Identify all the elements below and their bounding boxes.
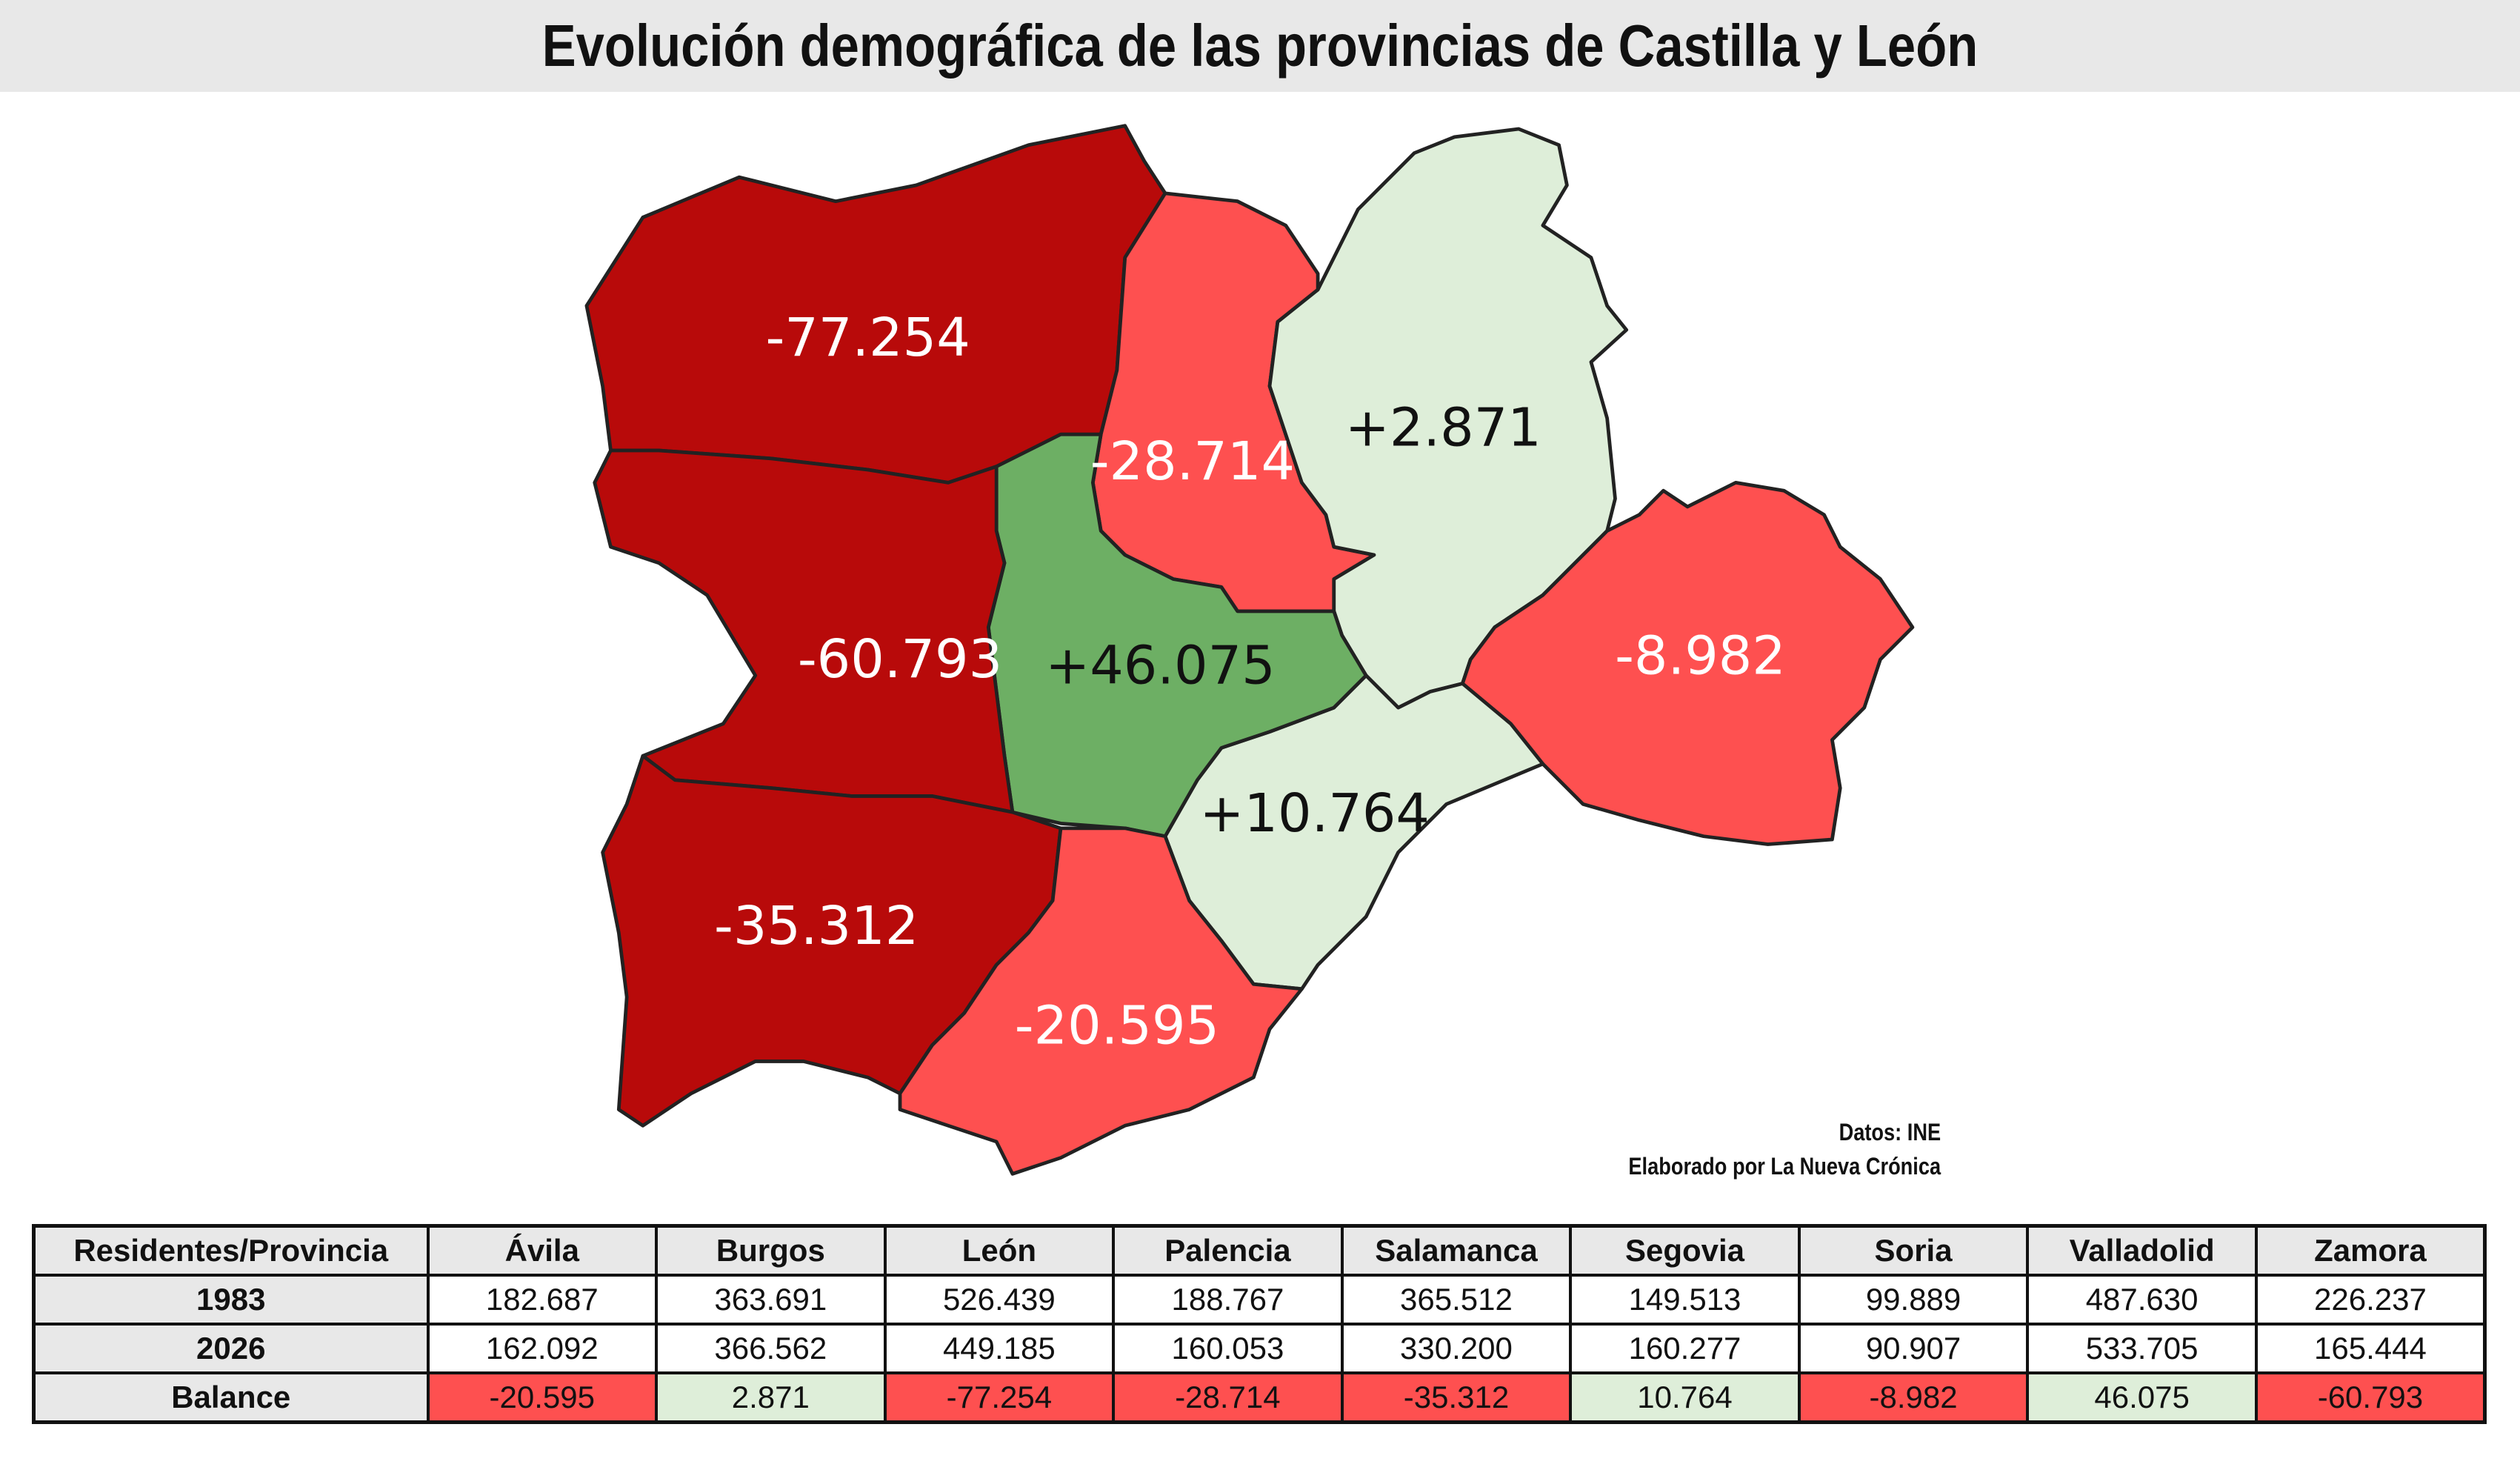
label-avila: -20.595 xyxy=(1015,995,1219,1057)
table-cell: 365.512 xyxy=(1340,1274,1573,1326)
table-cell: -28.714 xyxy=(1112,1371,1344,1424)
source-credit: Datos: INE xyxy=(1839,1119,1941,1145)
title-band: Evolución demográfica de las provincias … xyxy=(0,0,2520,92)
label-burgos: +2.871 xyxy=(1345,396,1541,458)
table-cell: -60.793 xyxy=(2254,1371,2487,1424)
label-salamanca: -35.312 xyxy=(714,895,919,957)
table-cell: 165.444 xyxy=(2254,1323,2487,1374)
label-valladolid: +46.075 xyxy=(1045,635,1275,696)
label-leon: -77.254 xyxy=(765,307,970,368)
row-header: 2026 xyxy=(32,1323,430,1374)
table-cell: 182.687 xyxy=(426,1274,659,1326)
column-header: Zamora xyxy=(2254,1224,2487,1277)
population-table: Residentes/Provincia Ávila Burgos León Palen… xyxy=(32,1224,2487,1424)
table-cell: 526.439 xyxy=(883,1274,1116,1326)
table-header-row: Residentes/Provincia Ávila Burgos León Palen… xyxy=(32,1224,2487,1277)
table-cell: -20.595 xyxy=(426,1371,659,1424)
label-soria: -8.982 xyxy=(1615,625,1786,687)
label-palencia: -28.714 xyxy=(1090,430,1295,492)
table-cell: 10.764 xyxy=(1569,1371,1801,1424)
table-cell: 99.889 xyxy=(1797,1274,2030,1326)
table-cell: 226.237 xyxy=(2254,1274,2487,1326)
table-row: Balance -20.595 2.871 -77.254 -28.714 -35.312… xyxy=(32,1371,2487,1424)
table-cell: 449.185 xyxy=(883,1323,1116,1374)
table-cell: 149.513 xyxy=(1569,1274,1801,1326)
label-segovia: +10.764 xyxy=(1200,782,1430,844)
table-cell: -8.982 xyxy=(1797,1371,2030,1424)
table-cell: 160.053 xyxy=(1112,1323,1344,1374)
table-cell: 487.630 xyxy=(2026,1274,2258,1326)
column-header: Burgos xyxy=(655,1224,887,1277)
author-credit: Elaborado por La Nueva Crónica xyxy=(1628,1153,1941,1180)
page-title: Evolución demográfica de las provincias … xyxy=(541,13,1979,79)
row-header: Balance xyxy=(32,1371,430,1424)
column-header: Valladolid xyxy=(2026,1224,2258,1277)
table-cell: 363.691 xyxy=(655,1274,887,1326)
table-cell: 90.907 xyxy=(1797,1323,2030,1374)
column-header: Soria xyxy=(1797,1224,2030,1277)
column-header: Palencia xyxy=(1112,1224,1344,1277)
label-zamora: -60.793 xyxy=(798,628,1002,690)
table-row: 1983 182.687 363.691 526.439 188.767 365.512 1… xyxy=(32,1274,2487,1326)
table-cell: 162.092 xyxy=(426,1323,659,1374)
row-header: 1983 xyxy=(32,1274,430,1326)
table-cell: 366.562 xyxy=(655,1323,887,1374)
table-cell: 160.277 xyxy=(1569,1323,1801,1374)
province-avila xyxy=(898,826,1304,1176)
province-leon xyxy=(584,124,1167,485)
column-header: León xyxy=(883,1224,1116,1277)
table-cell: 533.705 xyxy=(2026,1323,2258,1374)
table-cell: -77.254 xyxy=(883,1371,1116,1424)
table-cell: -35.312 xyxy=(1340,1371,1573,1424)
table-cell: 46.075 xyxy=(2026,1371,2258,1424)
credits: Datos: INE Elaborado por La Nueva Crónic… xyxy=(1573,1115,1941,1183)
column-header: Salamanca xyxy=(1340,1224,1573,1277)
table-row: 2026 162.092 366.562 449.185 160.053 330.200 1… xyxy=(32,1323,2487,1374)
column-header: Segovia xyxy=(1569,1224,1801,1277)
table-corner-header: Residentes/Provincia xyxy=(32,1224,430,1277)
column-header: Ávila xyxy=(426,1224,659,1277)
table-cell: 188.767 xyxy=(1112,1274,1344,1326)
table-cell: 2.871 xyxy=(655,1371,887,1424)
table-cell: 330.200 xyxy=(1340,1323,1573,1374)
